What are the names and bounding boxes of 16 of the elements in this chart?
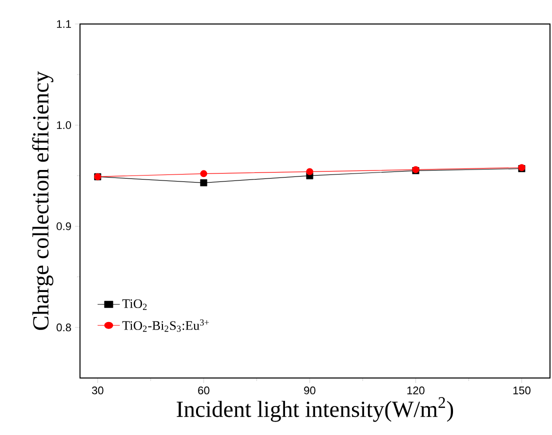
x-tick-label: 120: [407, 386, 424, 394]
y-tick-label: 0.8: [56, 324, 71, 332]
x-tick-label: 90: [304, 386, 316, 394]
x-tick-label: 60: [198, 386, 210, 394]
y-tick-label: 1.1: [57, 20, 71, 28]
point: [200, 170, 208, 178]
y-tick-label: 1.0: [57, 121, 72, 130]
x-tick-label: 150: [513, 386, 530, 394]
legend-label: TiO$_{2}$: [122, 299, 147, 310]
x-axis-title: Incident light intensity(W/m$^{2}$): [176, 397, 454, 422]
point: [306, 168, 314, 176]
y-tick-label: 0.9: [56, 222, 71, 230]
y-axis-title: Charge collection efficiency: [32, 71, 54, 330]
point: [200, 179, 208, 186]
legend-label: TiO$_{2}$-Bi$_{2}$S$_{3}$:Eu$^{3+}$: [122, 319, 209, 332]
x-tick-label: 30: [92, 386, 104, 394]
